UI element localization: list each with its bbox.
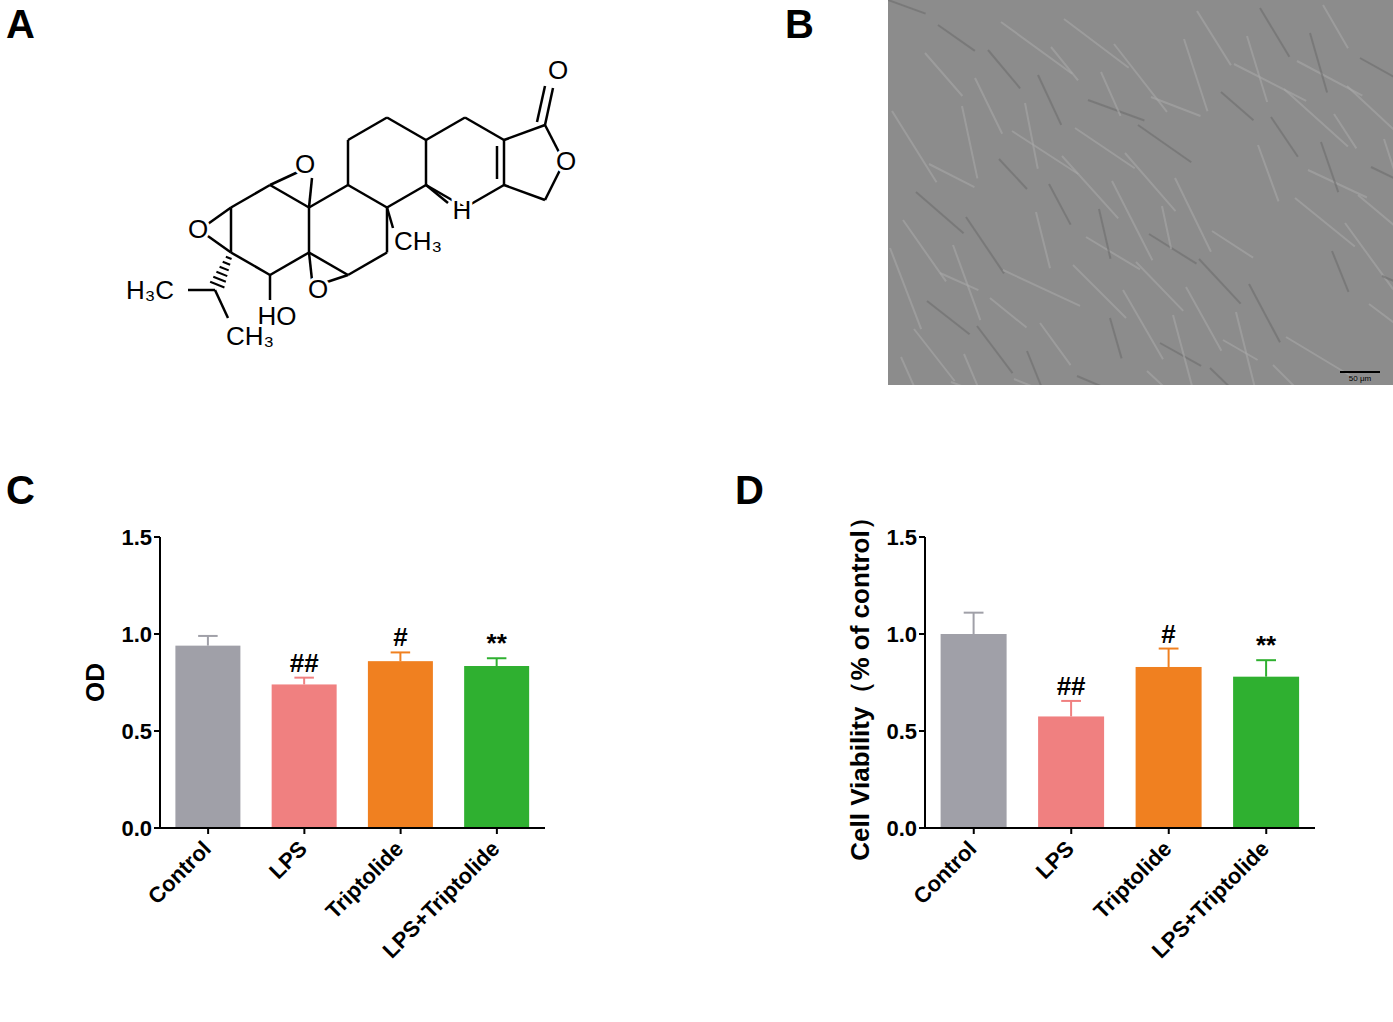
svg-text:0.5: 0.5: [121, 719, 152, 744]
svg-text:LPS: LPS: [264, 836, 312, 884]
svg-text:0.5: 0.5: [886, 719, 917, 744]
svg-text:CH₃: CH₃: [394, 226, 442, 256]
svg-text:1.0: 1.0: [121, 622, 152, 647]
svg-text:LPS: LPS: [1031, 836, 1079, 884]
html-text:C: C: [6, 468, 35, 512]
svg-text:O: O: [295, 149, 315, 179]
svg-text:Cell Viability（% of control）: Cell Viability（% of control）: [845, 510, 875, 861]
html-text:D: D: [735, 468, 764, 512]
svg-text:1.5: 1.5: [121, 525, 152, 550]
svg-text:#: #: [393, 622, 408, 652]
svg-text:CH₃: CH₃: [226, 321, 274, 351]
svg-text:Triptolide: Triptolide: [321, 836, 409, 924]
svg-text:H₃C: H₃C: [126, 275, 174, 305]
html-text:B: B: [785, 2, 814, 46]
svg-text:50 μm: 50 μm: [1349, 374, 1372, 383]
svg-text:LPS+Triptolide: LPS+Triptolide: [1147, 836, 1274, 963]
svg-text:0.0: 0.0: [121, 816, 152, 841]
svg-text:Control: Control: [908, 836, 981, 909]
svg-text:**: **: [487, 628, 508, 658]
svg-text:O: O: [556, 146, 576, 176]
html-text:A: A: [6, 2, 35, 46]
svg-text:Triptolide: Triptolide: [1089, 836, 1177, 924]
svg-text:##: ##: [1057, 671, 1086, 701]
svg-text:OD: OD: [80, 663, 110, 702]
svg-text:O: O: [188, 214, 208, 244]
svg-text:Control: Control: [143, 836, 216, 909]
svg-text:#: #: [1161, 619, 1176, 649]
svg-text:LPS+Triptolide: LPS+Triptolide: [377, 836, 504, 963]
svg-text:O: O: [548, 55, 568, 85]
svg-text:0.0: 0.0: [886, 816, 917, 841]
svg-text:H: H: [453, 195, 472, 225]
svg-text:##: ##: [290, 648, 319, 678]
svg-text:**: **: [1256, 630, 1277, 660]
svg-text:HO: HO: [257, 300, 297, 331]
svg-text:1.5: 1.5: [886, 525, 917, 550]
svg-text:1.0: 1.0: [886, 622, 917, 647]
svg-text:O: O: [308, 274, 328, 304]
